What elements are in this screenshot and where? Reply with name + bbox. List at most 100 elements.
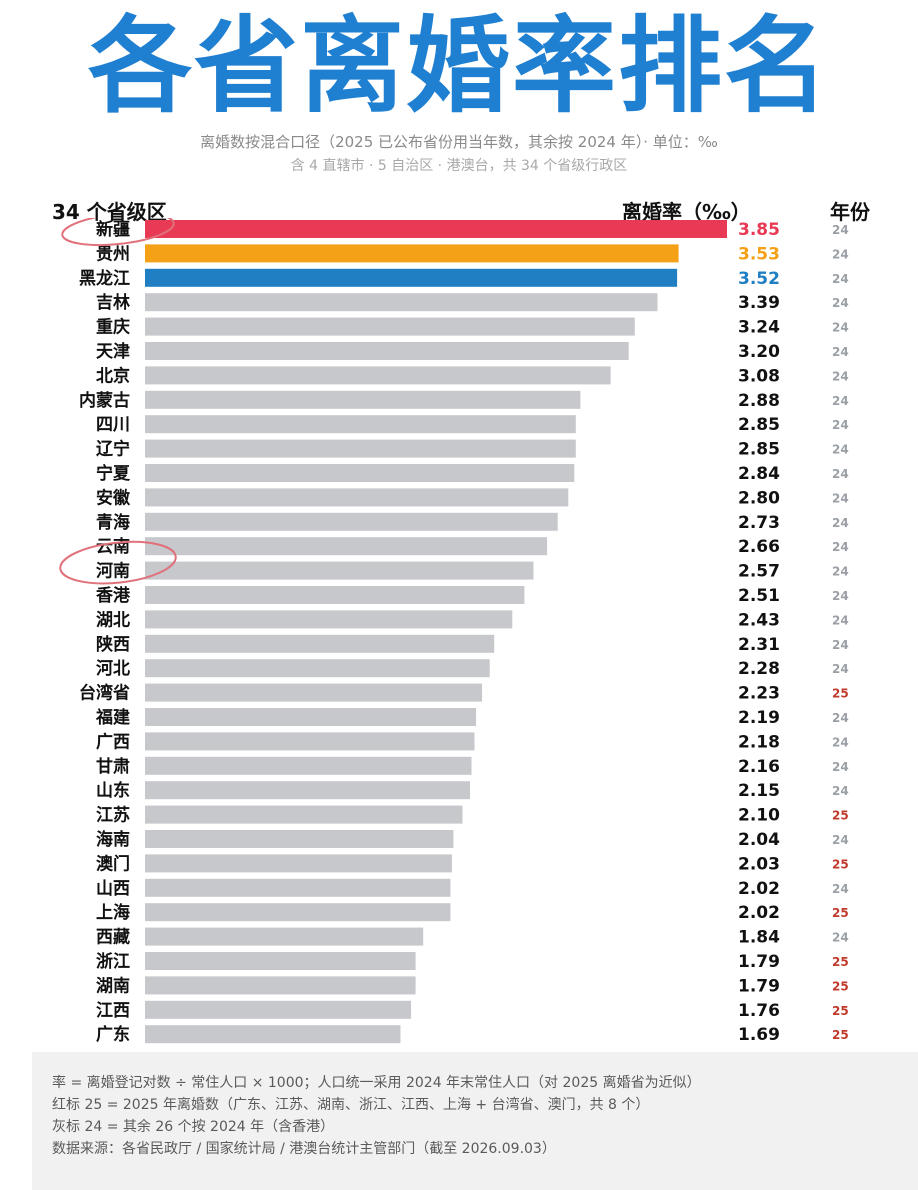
category-label-row-18: 陕西 <box>96 634 130 655</box>
category-label-row-16: 香港 <box>96 585 131 606</box>
bar-row-32 <box>145 976 416 995</box>
value-label-row-34: 1.69 <box>738 1025 780 1045</box>
year-tag-row-10: 24 <box>832 443 849 457</box>
category-label-row-2: 贵州 <box>96 243 130 264</box>
bar-row-34 <box>145 1025 401 1044</box>
bar-row-20 <box>145 683 483 702</box>
value-label-row-28: 2.02 <box>738 879 780 899</box>
value-label-row-10: 2.85 <box>738 440 780 460</box>
bar-row-28 <box>145 878 451 897</box>
bar-row-26 <box>145 830 454 848</box>
value-label-row-14: 2.66 <box>738 537 780 557</box>
year-tag-row-18: 24 <box>832 638 849 652</box>
highlight-circle-row-1 <box>61 218 175 247</box>
category-label-row-5: 重庆 <box>96 317 130 338</box>
year-tag-row-3: 24 <box>832 272 849 286</box>
bar-row-6 <box>145 342 629 360</box>
value-label-row-23: 2.16 <box>738 757 780 777</box>
bar-row-19 <box>145 659 490 678</box>
category-label-row-20: 台湾省 <box>79 683 130 704</box>
year-tag-row-9: 24 <box>832 418 849 432</box>
category-label-row-13: 青海 <box>96 512 130 533</box>
bar-row-4 <box>145 293 658 312</box>
bar-row-29 <box>145 903 451 922</box>
footer-note-red-tag: 红标 25 = 2025 年离婚数（广东、江苏、湖南、浙江、江西、上海 + 台湾… <box>52 1097 650 1113</box>
value-label-row-21: 2.19 <box>738 708 780 728</box>
value-label-row-13: 2.73 <box>738 513 780 533</box>
year-tag-row-33: 25 <box>832 1004 849 1018</box>
bar-row-16 <box>145 586 525 604</box>
bar-row-33 <box>145 1000 412 1019</box>
year-tag-row-34: 25 <box>832 1028 849 1042</box>
value-label-row-4: 3.39 <box>738 293 780 313</box>
footer-note-gray-tag: 灰标 24 = 其余 26 个按 2024 年（含香港） <box>52 1119 335 1135</box>
value-label-row-32: 1.79 <box>738 976 780 996</box>
category-label-row-30: 西藏 <box>96 928 130 948</box>
year-tag-row-15: 24 <box>832 565 849 579</box>
bar-row-11 <box>145 464 575 482</box>
category-label-row-3: 黑龙江 <box>79 268 130 289</box>
category-label-row-4: 吉林 <box>96 292 130 313</box>
category-label-row-14: 云南 <box>96 536 130 557</box>
category-label-row-23: 甘肃 <box>96 756 130 777</box>
value-label-row-18: 2.31 <box>738 635 780 655</box>
category-label-row-7: 北京 <box>96 365 130 386</box>
category-label-row-32: 湖南 <box>96 975 130 996</box>
bar-row-25 <box>145 805 463 824</box>
page-title: 各省离婚率排名 <box>87 5 830 127</box>
column-header-year: 年份 <box>830 200 870 224</box>
category-label-row-21: 福建 <box>95 707 130 728</box>
category-label-row-34: 广东 <box>96 1024 130 1045</box>
category-label-row-8: 内蒙古 <box>79 390 130 411</box>
value-label-row-11: 2.84 <box>738 464 780 484</box>
value-label-row-1: 3.85 <box>738 220 780 240</box>
category-label-row-11: 宁夏 <box>96 463 131 484</box>
value-label-row-19: 2.28 <box>738 659 780 679</box>
year-tag-row-8: 24 <box>832 394 849 408</box>
bar-row-30 <box>145 927 424 946</box>
bar-row-12 <box>145 488 569 507</box>
year-tag-row-4: 24 <box>832 296 849 310</box>
year-tag-row-5: 24 <box>832 321 849 335</box>
category-label-row-12: 安徽 <box>96 487 131 508</box>
bar-row-3 <box>145 268 678 287</box>
year-tag-row-26: 24 <box>832 833 849 847</box>
year-tag-row-24: 24 <box>832 784 849 798</box>
category-label-row-28: 山西 <box>96 879 130 899</box>
year-tag-row-2: 24 <box>832 247 849 261</box>
year-tag-row-25: 25 <box>832 809 849 823</box>
category-label-row-27: 澳门 <box>96 853 130 874</box>
category-label-row-25: 江苏 <box>96 805 130 826</box>
bar-row-7 <box>145 366 611 385</box>
year-tag-row-14: 24 <box>832 540 849 554</box>
category-label-row-24: 山东 <box>96 780 130 801</box>
year-tag-row-29: 25 <box>832 906 849 920</box>
ranking-bar-chart: 新疆 3.85 24 贵州 3.53 24 黑龙江 3.52 24 吉林 3.39 24 重庆 3.24 2… <box>59 218 849 1045</box>
bar-row-10 <box>145 439 576 458</box>
value-label-row-26: 2.04 <box>738 830 780 850</box>
year-tag-row-23: 24 <box>832 760 849 774</box>
value-label-row-30: 1.84 <box>738 928 780 948</box>
year-tag-row-20: 25 <box>832 687 849 701</box>
bar-row-13 <box>145 512 558 531</box>
year-tag-row-28: 24 <box>832 882 849 896</box>
bar-row-21 <box>145 708 477 726</box>
year-tag-row-16: 24 <box>832 589 849 603</box>
value-label-row-8: 2.88 <box>738 391 780 411</box>
value-label-row-7: 3.08 <box>738 366 780 386</box>
year-tag-row-32: 25 <box>832 979 849 993</box>
value-label-row-20: 2.23 <box>738 684 780 704</box>
year-tag-row-12: 24 <box>832 491 849 505</box>
bar-row-18 <box>145 634 495 653</box>
year-tag-row-19: 24 <box>832 662 849 676</box>
bar-row-15 <box>145 561 534 580</box>
value-label-row-12: 2.80 <box>738 488 780 508</box>
category-label-row-9: 四川 <box>96 415 130 435</box>
value-label-row-31: 1.79 <box>738 952 780 972</box>
bar-row-9 <box>145 415 576 434</box>
year-tag-row-1: 24 <box>832 223 849 237</box>
bar-row-27 <box>145 854 452 873</box>
category-label-row-17: 湖北 <box>96 610 130 630</box>
category-label-row-19: 河北 <box>96 659 130 679</box>
bar-row-31 <box>145 952 416 970</box>
